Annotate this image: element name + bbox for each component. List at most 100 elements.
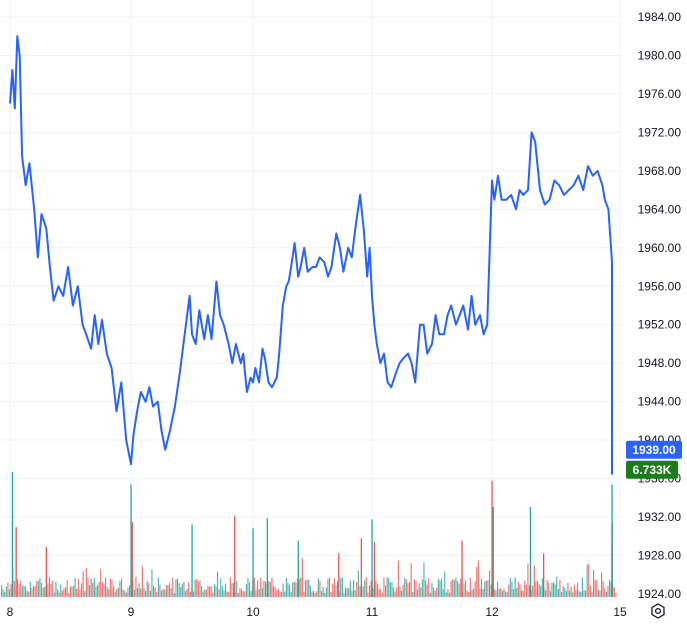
volume-bar: [349, 580, 351, 597]
volume-bar: [491, 480, 493, 598]
volume-bar: [49, 577, 51, 597]
volume-bar: [258, 589, 260, 597]
volume-bar: [156, 592, 158, 597]
volume-bar: [191, 524, 193, 597]
volume-bar: [543, 553, 545, 598]
chart-settings-button[interactable]: [648, 601, 668, 621]
volume-bar: [407, 583, 409, 597]
volume-bar: [364, 580, 366, 597]
volume-bar: [370, 580, 372, 597]
volume-bar: [292, 582, 294, 597]
volume-bar: [468, 592, 470, 597]
volume-bar: [289, 584, 291, 597]
volume-bar: [207, 585, 209, 597]
volume-bar: [325, 587, 327, 597]
volume-bar: [193, 591, 195, 597]
volume-bar: [194, 579, 196, 597]
volume-bar: [21, 585, 23, 597]
volume-bar: [276, 590, 278, 597]
volume-bar: [533, 565, 535, 597]
volume-bar: [434, 590, 436, 597]
volume-bar: [117, 587, 119, 597]
volume-bar: [260, 577, 262, 597]
volume-bar: [68, 593, 70, 597]
volume-bar: [65, 587, 67, 597]
volume-bar: [314, 593, 316, 597]
y-tick-label: 1960.00: [638, 241, 682, 255]
volume-bar: [436, 587, 438, 597]
volume-bar: [74, 578, 76, 597]
volume-bar: [225, 583, 227, 597]
volume-bar: [610, 582, 612, 597]
volume-bar: [143, 587, 145, 597]
volume-bar: [178, 583, 180, 597]
x-tick-label: 9: [128, 605, 135, 619]
volume-bar: [153, 585, 155, 597]
volume-bar: [381, 592, 383, 597]
x-tick-label: 10: [246, 605, 260, 619]
volume-bar: [455, 577, 457, 597]
volume-bar: [498, 588, 500, 597]
volume-bar: [514, 577, 516, 597]
volume-bar: [490, 584, 492, 597]
last-volume-tag: [626, 460, 678, 479]
volume-bar: [530, 589, 532, 597]
volume-bar: [513, 589, 515, 597]
volume-bar: [519, 584, 521, 597]
gear-icon: [651, 603, 665, 619]
volume-bar: [297, 578, 299, 597]
volume-bar: [84, 591, 86, 597]
volume-bar: [303, 592, 305, 597]
volume-bar: [146, 581, 148, 597]
volume-bar: [581, 577, 583, 597]
volume-bar: [242, 591, 244, 597]
volume-bar: [305, 580, 307, 597]
volume-bar: [578, 591, 580, 597]
volume-bar: [13, 581, 15, 597]
volume-bar: [44, 586, 46, 597]
volume-bar: [394, 591, 396, 597]
volume-bar: [1, 585, 3, 597]
y-tick-label: 1948.00: [638, 356, 682, 370]
price-tags: 1939.00 6.733K: [626, 440, 682, 479]
volume-bar: [212, 592, 214, 597]
y-tick-label: 1976.00: [638, 87, 682, 101]
volume-bar: [447, 589, 449, 597]
volume-bar: [541, 578, 543, 597]
volume-bars: [1, 472, 617, 598]
volume-bar: [333, 578, 335, 597]
volume-bar: [353, 580, 355, 597]
volume-bar: [553, 582, 555, 597]
grid: [0, 0, 622, 597]
volume-bar: [33, 586, 35, 597]
volume-bar: [55, 581, 57, 597]
volume-bar: [82, 571, 84, 597]
y-axis: 1924.001928.001932.001936.001940.001944.…: [638, 10, 682, 601]
volume-bar: [356, 581, 358, 597]
volume-bar: [284, 591, 286, 597]
volume-bar: [417, 589, 419, 597]
x-tick-label: 8: [7, 605, 14, 619]
volume-bar: [570, 586, 572, 597]
volume-bar: [371, 519, 373, 597]
volume-bar: [450, 580, 452, 597]
volume-bar: [173, 593, 175, 597]
volume-bar: [537, 580, 539, 597]
volume-bar: [354, 590, 356, 597]
volume-bar: [439, 580, 441, 597]
volume-bar: [28, 591, 30, 597]
volume-bar: [281, 591, 283, 597]
volume-bar: [525, 584, 527, 597]
volume-bar: [2, 589, 4, 597]
volume-bar: [253, 577, 255, 597]
volume-bar: [359, 586, 361, 597]
volume-bar: [433, 587, 435, 597]
volume-bar: [532, 585, 534, 597]
volume-bar: [76, 588, 78, 597]
volume-bar: [217, 571, 219, 597]
volume-bar: [313, 590, 315, 597]
volume-bar: [20, 580, 22, 597]
volume-bar: [148, 583, 150, 597]
